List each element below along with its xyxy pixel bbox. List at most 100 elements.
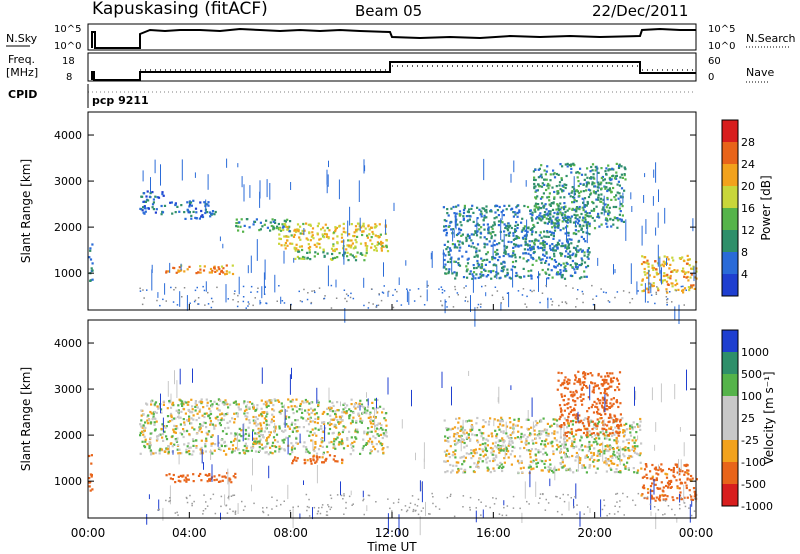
echo-cell [647,491,650,494]
echo-cell [599,197,603,200]
echo-cell [247,426,250,429]
echo-cell [311,420,315,423]
echo-cell [444,439,447,442]
echo-cell [255,218,258,221]
echo-cell [642,484,645,487]
echo-cell [286,244,289,247]
echo-cell [566,165,569,168]
echo-cell [555,222,559,225]
echo-cell [449,463,452,467]
echo-cell [609,427,612,430]
echo-cell [279,412,282,415]
echo-cell [532,223,535,227]
echo-cell [672,470,675,474]
scatter-streak [252,458,253,476]
ground-scatter-cell [172,301,175,303]
echo-cell [501,437,504,440]
echo-cell [309,239,312,242]
echo-cell [380,243,383,246]
echo-cell [453,453,457,456]
echo-cell [326,407,329,410]
echo-cell [342,230,345,233]
echo-cell [671,285,674,288]
echo-cell [366,431,369,434]
echo-cell [556,431,559,434]
echo-cell [558,262,561,265]
echo-cell [598,437,601,440]
echo-cell [555,468,558,472]
echo-cell [575,418,578,421]
ground-scatter-cell [139,287,141,290]
echo-cell [506,274,509,277]
echo-cell [537,203,540,206]
echo-cell [473,470,476,474]
echo-cell [550,269,553,272]
echo-cell [609,178,612,182]
scatter-streak [146,514,148,525]
echo-cell [159,433,162,436]
echo-cell [586,200,589,204]
echo-cell [377,428,380,431]
echo-cell [146,419,149,422]
echo-cell [302,417,305,420]
echo-cell [552,471,555,474]
echo-cell [328,441,331,444]
echo-cell [269,229,272,232]
echo-cell [552,247,555,250]
echo-cell [328,423,331,427]
echo-cell [669,277,672,280]
echo-cell [508,234,511,237]
echo-cell [480,274,483,277]
echo-cell [548,468,551,471]
echo-cell [285,423,288,426]
echo-cell [581,403,584,406]
echo-cell [185,401,188,404]
echo-cell [378,440,381,443]
ground-scatter-cell [368,301,370,304]
echo-cell [529,228,532,231]
echo-cell [335,226,338,230]
ground-scatter-cell [600,288,602,290]
scatter-streak [680,459,682,471]
echo-cell [598,216,601,219]
scatter-streak [227,468,229,485]
echo-cell [591,420,594,423]
echo-cell [384,429,387,432]
echo-cell [333,440,336,443]
echo-cell [568,379,571,382]
echo-cell [568,207,571,210]
echo-cell [588,458,591,461]
echo-cell [465,215,468,218]
echo-cell [366,236,369,239]
echo-cell [614,426,617,429]
echo-cell [350,398,353,401]
echo-cell [473,434,476,437]
echo-cell [505,432,508,435]
echo-cell [208,271,211,274]
echo-cell [616,446,619,450]
echo-cell [665,280,669,283]
echo-cell [301,232,304,235]
echo-cell [584,173,587,176]
echo-cell [600,413,603,416]
ground-scatter-cell [462,506,464,508]
echo-cell [188,449,191,453]
echo-cell [281,226,285,229]
echo-cell [524,243,527,246]
ground-scatter-cell [303,288,305,291]
echo-cell [555,172,558,176]
echo-cell [209,423,212,426]
ground-scatter-cell [165,499,167,502]
echo-cell [566,407,569,410]
echo-cell [667,486,670,489]
echo-cell [543,246,546,249]
echo-cell [646,259,649,262]
echo-cell [534,453,537,456]
echo-cell [473,267,476,270]
echo-cell [580,212,583,216]
echo-cell [450,228,453,231]
echo-cell [561,458,564,462]
echo-cell [573,440,576,444]
echo-cell [288,230,291,233]
echo-cell [220,417,223,420]
